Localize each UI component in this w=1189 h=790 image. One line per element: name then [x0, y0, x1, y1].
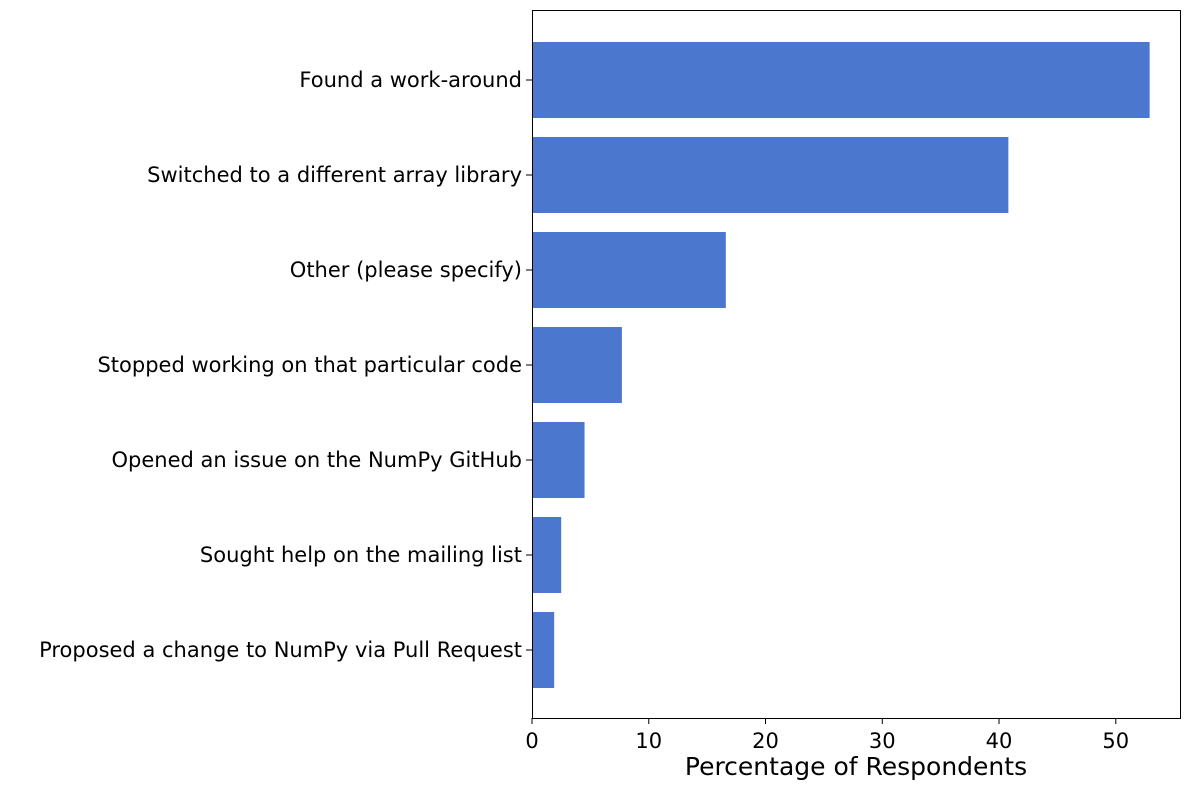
bar — [532, 137, 1009, 213]
x-tick-labels: 0 10 20 30 40 50 — [525, 729, 1129, 753]
bar — [532, 422, 585, 498]
x-tick-label: 30 — [869, 729, 896, 753]
category-labels: Found a work-around Switched to a differe… — [39, 68, 522, 662]
bar — [532, 612, 555, 688]
category-label: Switched to a different array library — [147, 163, 522, 187]
category-label: Opened an issue on the NumPy GitHub — [112, 448, 522, 472]
category-label: Sought help on the mailing list — [200, 543, 522, 567]
category-label: Other (please specify) — [290, 258, 522, 282]
x-tick-label: 10 — [635, 729, 662, 753]
bar — [532, 327, 622, 403]
category-label: Proposed a change to NumPy via Pull Requ… — [39, 638, 522, 662]
x-axis-title: Percentage of Respondents — [685, 752, 1027, 781]
plot-frame — [532, 10, 1181, 719]
x-tick-label: 50 — [1102, 729, 1129, 753]
bar — [532, 42, 1150, 118]
category-label: Found a work-around — [299, 68, 522, 92]
category-label: Stopped working on that particular code — [97, 353, 522, 377]
x-tick-label: 40 — [986, 729, 1013, 753]
bar — [532, 517, 562, 593]
bar — [532, 232, 726, 308]
x-tick-label: 20 — [752, 729, 779, 753]
bars-group — [532, 42, 1150, 688]
y-tick-marks — [526, 79, 532, 651]
x-tick-label: 0 — [525, 729, 538, 753]
